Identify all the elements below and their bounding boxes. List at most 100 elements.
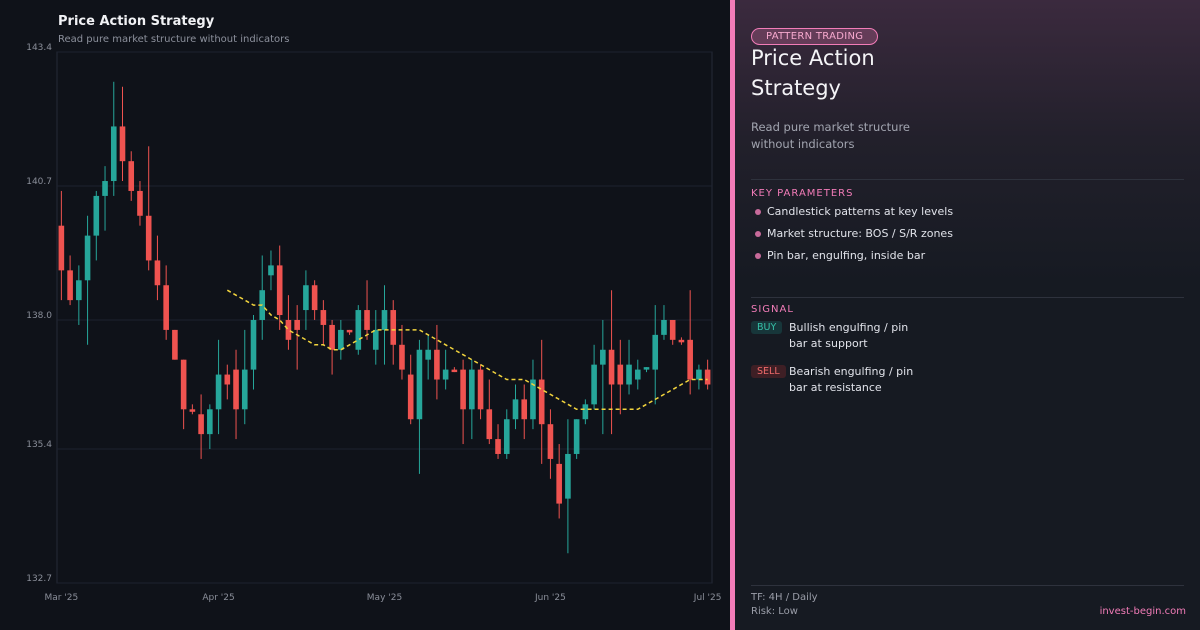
candle-body <box>241 369 248 410</box>
candle-body <box>573 419 580 454</box>
candle-body <box>294 319 300 330</box>
candle-body <box>407 374 414 420</box>
site: invest-begin.com <box>1099 606 1186 617</box>
risk: Risk: Low <box>751 606 798 617</box>
candle-body <box>582 404 589 420</box>
candle-body <box>495 439 501 454</box>
candle-body <box>224 374 231 385</box>
candle-body <box>76 280 82 301</box>
candle-body <box>311 285 318 311</box>
candle-body <box>320 310 327 325</box>
candle-body <box>67 270 73 301</box>
candle-body <box>486 409 493 440</box>
panel-title: Price Action Strategy <box>751 46 875 100</box>
candle-body <box>530 379 536 420</box>
candle-body <box>137 190 143 216</box>
candle-body <box>355 310 362 350</box>
parameter: Candlestick patterns at key levels <box>767 205 954 218</box>
chart-subtitle: Read pure market structure without indic… <box>58 34 289 45</box>
y-tick-label: 138.0 <box>26 311 52 321</box>
candle-body <box>661 319 667 335</box>
candle-body <box>556 463 562 504</box>
candle-body <box>652 334 659 370</box>
candle-body <box>180 359 187 410</box>
candle-body <box>390 310 397 345</box>
candle-body <box>329 324 335 350</box>
candle-body <box>215 374 222 410</box>
signal-text: Bullish engulfing / pin bar at support <box>789 321 909 350</box>
x-tick-label: Jul '25 <box>693 593 722 603</box>
candle-body <box>704 369 711 385</box>
candle-body <box>434 349 440 380</box>
candle-body <box>198 414 204 435</box>
candle-body <box>469 369 475 410</box>
candle-body <box>58 225 65 271</box>
candle-body <box>154 260 161 286</box>
candle-body <box>460 369 466 410</box>
badge: PATTERN TRADING <box>751 28 879 45</box>
bullet-dot <box>755 209 761 215</box>
chart-title: Price Action Strategy <box>58 14 215 29</box>
buy-tag: BUY <box>751 321 783 334</box>
candle-body <box>172 329 178 360</box>
candle-body <box>512 399 519 420</box>
candle-body <box>110 126 117 182</box>
candle-body <box>119 126 126 162</box>
candle-body <box>669 319 676 340</box>
candle-body <box>547 424 554 459</box>
candle-body <box>600 349 606 365</box>
candle-body <box>381 310 388 330</box>
candle-body <box>207 409 213 435</box>
divider <box>751 297 1184 298</box>
candle-body <box>503 419 510 454</box>
sell-tag: SELL <box>751 365 786 378</box>
candle-body <box>303 285 309 311</box>
y-tick-label: 143.4 <box>26 43 52 53</box>
candle-body <box>399 344 405 370</box>
candle-body <box>372 329 379 350</box>
candle-body <box>591 364 597 405</box>
y-tick-label: 132.7 <box>26 574 52 584</box>
candle-body <box>268 265 274 276</box>
parameter: Market structure: BOS / S/R zones <box>767 227 953 240</box>
candle-body <box>634 369 641 380</box>
candle-body <box>338 329 344 350</box>
candle-body <box>451 369 458 373</box>
candle-body <box>617 364 624 385</box>
bullet-dot <box>755 231 761 237</box>
candle-body <box>442 369 449 380</box>
candle-body <box>626 364 632 385</box>
candle-body <box>565 453 571 499</box>
candle-body <box>364 310 370 330</box>
candle-body <box>128 161 135 191</box>
candle-body <box>233 369 239 410</box>
candle-body <box>346 329 353 333</box>
x-tick-label: Mar '25 <box>44 593 78 603</box>
chart: Price Action Strategy Read pure market s… <box>26 14 722 603</box>
side-panel: PATTERN TRADING Price Action Strategy Re… <box>730 0 1200 630</box>
divider <box>751 179 1184 180</box>
candle-body <box>687 339 693 380</box>
candle-body <box>250 319 257 370</box>
candle-body <box>84 235 91 281</box>
signal-text: Bearish engulfing / pin bar at resistanc… <box>789 365 914 394</box>
candle-body <box>608 349 615 385</box>
candle-body <box>696 369 702 380</box>
candle-body <box>521 399 528 420</box>
candle-body <box>285 319 292 340</box>
timeframe: TF: 4H / Daily <box>751 592 818 603</box>
candle-body <box>93 195 100 236</box>
candle-body <box>425 349 431 360</box>
candle-body <box>276 265 283 316</box>
candle-body <box>643 367 650 370</box>
divider <box>751 585 1184 586</box>
x-tick-label: Apr '25 <box>202 593 234 603</box>
candle-body <box>538 379 545 425</box>
y-tick-label: 140.7 <box>26 177 52 187</box>
x-tick-label: Jun '25 <box>534 593 566 603</box>
candle-body <box>477 369 484 410</box>
candle-body <box>102 181 108 196</box>
section-heading: KEY PARAMETERS <box>751 188 854 199</box>
parameter: Pin bar, engulfing, inside bar <box>767 249 926 262</box>
